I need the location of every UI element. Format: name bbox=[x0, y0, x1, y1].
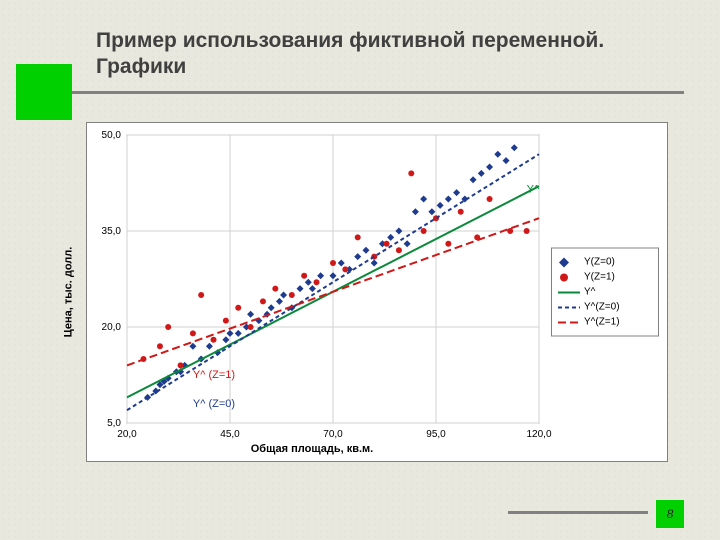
svg-text:5,0: 5,0 bbox=[107, 418, 121, 429]
svg-text:50,0: 50,0 bbox=[102, 130, 122, 141]
svg-text:120,0: 120,0 bbox=[526, 429, 551, 440]
accent-square bbox=[16, 64, 72, 120]
legend-swatch bbox=[558, 286, 580, 298]
legend-item: Y(Z=0) bbox=[558, 255, 652, 270]
legend-swatch bbox=[558, 256, 580, 268]
svg-text:20,0: 20,0 bbox=[117, 429, 137, 440]
svg-text:Y^ (Z=1): Y^ (Z=1) bbox=[193, 369, 235, 381]
svg-text:35,0: 35,0 bbox=[102, 226, 122, 237]
x-axis-label: Общая площадь, кв.м. bbox=[87, 443, 537, 455]
svg-text:70,0: 70,0 bbox=[323, 429, 343, 440]
legend-item: Y(Z=1) bbox=[558, 270, 652, 285]
y-axis-label: Цена, тыс. долл. bbox=[62, 247, 74, 338]
svg-text:Y^ (Z=0): Y^ (Z=0) bbox=[193, 398, 235, 410]
legend-swatch bbox=[558, 316, 580, 328]
footer-divider bbox=[508, 511, 648, 514]
legend-label: Y^(Z=1) bbox=[584, 315, 620, 330]
svg-text:Y^: Y^ bbox=[527, 184, 540, 196]
slide: Пример использования фиктивной переменно… bbox=[0, 0, 720, 540]
svg-text:95,0: 95,0 bbox=[426, 429, 446, 440]
legend-label: Y(Z=1) bbox=[584, 270, 615, 285]
svg-text:20,0: 20,0 bbox=[102, 322, 122, 333]
svg-text:45,0: 45,0 bbox=[220, 429, 240, 440]
legend-label: Y(Z=0) bbox=[584, 255, 615, 270]
chart-container: Цена, тыс. долл. 20,045,070,095,0120,05,… bbox=[86, 122, 668, 462]
chart-legend: Y(Z=0)Y(Z=1)Y^Y^(Z=0)Y^(Z=1) bbox=[551, 248, 659, 337]
title-divider bbox=[72, 91, 684, 94]
legend-swatch bbox=[558, 271, 580, 283]
legend-label: Y^(Z=0) bbox=[584, 300, 620, 315]
legend-item: Y^ bbox=[558, 285, 652, 300]
slide-title: Пример использования фиктивной переменно… bbox=[96, 28, 680, 81]
page-number: 8 bbox=[667, 507, 674, 521]
legend-item: Y^(Z=1) bbox=[558, 315, 652, 330]
page-number-box: 8 bbox=[656, 500, 684, 528]
legend-item: Y^(Z=0) bbox=[558, 300, 652, 315]
legend-label: Y^ bbox=[584, 285, 595, 300]
legend-swatch bbox=[558, 301, 580, 313]
